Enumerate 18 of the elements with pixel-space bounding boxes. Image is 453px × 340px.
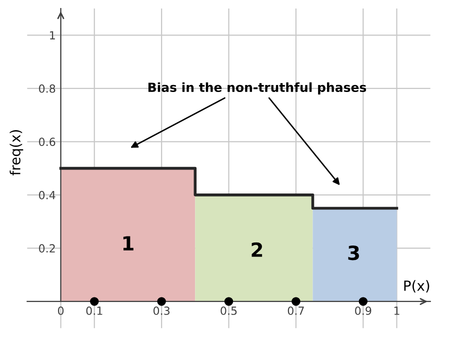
x-tick-label: 0.9 (355, 306, 372, 315)
y-tick-label: 0.2 (38, 244, 55, 253)
annotation: 2 (252, 242, 262, 257)
y-tick-label: 0.4 (38, 190, 56, 200)
x-axis-title: P(x) (404, 280, 430, 293)
annotation: 1 (123, 236, 134, 250)
x-tick-label: 0 (58, 306, 64, 315)
annotation: Bias in the non-truthful phases (148, 82, 366, 94)
y-tick-label: 0.8 (38, 84, 56, 93)
y-axis-title: freq(x) (10, 130, 24, 176)
x-tick-label: 0.3 (153, 306, 170, 315)
y-tick-label: 0.6 (38, 138, 56, 146)
x-tick-label: 0.7 (288, 306, 304, 315)
x-tick-label: 0.1 (86, 306, 102, 315)
annotation: 3 (348, 246, 359, 260)
x-tick-label: 0.5 (220, 306, 237, 315)
x-tick-label: 1 (394, 306, 400, 315)
y-tick-label: 1 (50, 31, 55, 40)
